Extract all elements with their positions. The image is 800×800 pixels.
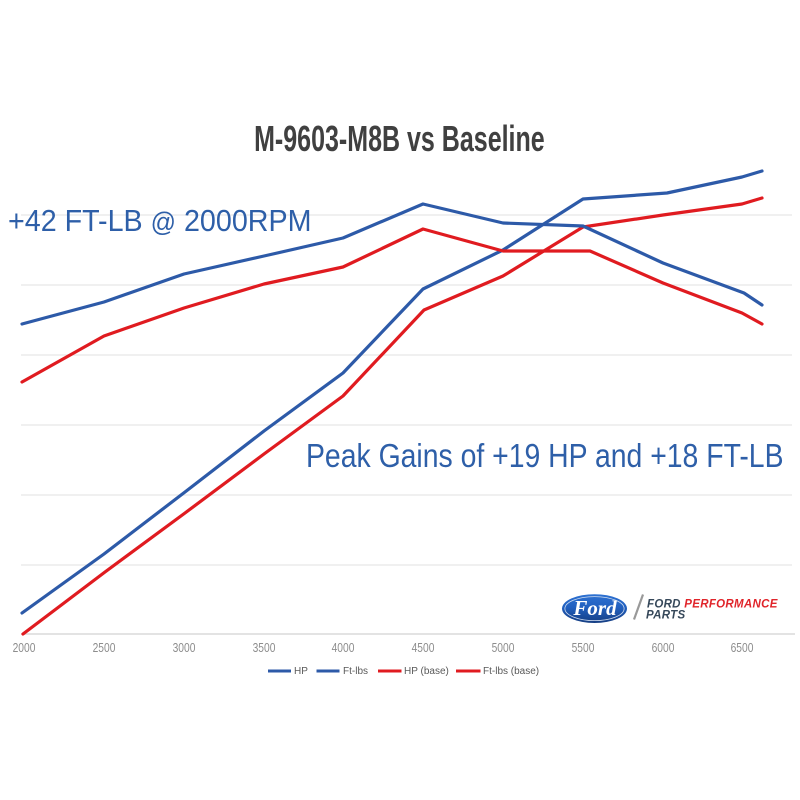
svg-text:Ford: Ford: [572, 596, 617, 620]
svg-text:FORD PERFORMANCE: FORD PERFORMANCE: [647, 599, 778, 611]
svg-text:PARTS: PARTS: [646, 610, 685, 622]
